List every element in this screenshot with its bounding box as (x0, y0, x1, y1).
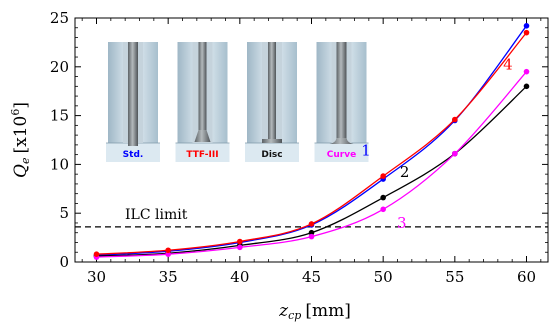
inset-panel-label: Std. (123, 150, 144, 160)
antenna-rod (336, 42, 347, 138)
inset-panel-taper: TTF-III (175, 42, 230, 162)
port-base (175, 143, 230, 162)
series-layer: 1 2 3 4 (93, 23, 530, 260)
antenna-curve-tip (329, 138, 354, 144)
inset-panel-curve: Curve (314, 42, 369, 162)
data-point (523, 68, 530, 75)
antenna-disc-tip (262, 139, 282, 143)
data-point (380, 173, 386, 179)
series-4: 4 (93, 29, 530, 257)
series-label: 3 (397, 214, 407, 232)
data-point (237, 244, 243, 251)
data-point (237, 238, 243, 245)
y-tick-label: 25 (50, 9, 69, 27)
axis-ticks (75, 17, 548, 263)
y-axis-unit-exponent: 6 (9, 109, 22, 116)
data-point (165, 251, 171, 257)
data-point (93, 251, 100, 257)
y-axis-title: Qe [x106] (9, 102, 32, 178)
series-label: 4 (503, 56, 513, 74)
x-tick-label: 35 (159, 268, 178, 286)
antenna-taper-tip (194, 130, 211, 142)
data-point (452, 150, 458, 157)
data-point (308, 229, 315, 236)
data-point (380, 194, 386, 201)
x-tick-label: 40 (230, 268, 249, 286)
x-axis-title: zcp [mm] (278, 301, 351, 322)
inset-panel-straight: Std. (106, 42, 160, 162)
data-point (308, 221, 315, 227)
tick-labels: 30 35 40 45 50 55 60 0 5 10 15 20 25 (50, 9, 536, 286)
x-tick-label: 55 (445, 268, 464, 286)
inset-panel-label: Curve (327, 150, 356, 160)
x-tick-label: 60 (517, 268, 536, 286)
y-axis-symbol: Q (11, 164, 31, 178)
y-axis-unit-prefix: [x10 (11, 116, 31, 154)
antenna-rod (128, 42, 138, 146)
x-axis-unit: [mm] (305, 301, 351, 321)
series-label: 1 (361, 142, 371, 160)
x-axis-subscript: cp (288, 309, 301, 322)
x-tick-label: 50 (374, 268, 393, 286)
y-tick-label: 5 (59, 204, 69, 222)
data-point (452, 116, 458, 123)
data-point (165, 247, 171, 254)
data-point (308, 233, 315, 240)
x-axis-symbol: z (278, 301, 289, 321)
y-tick-label: 10 (50, 155, 69, 173)
data-point (523, 23, 530, 29)
y-axis-subscript: e (19, 157, 32, 164)
y-tick-label: 0 (59, 253, 69, 271)
port-base (106, 143, 160, 162)
y-tick-label: 20 (50, 58, 69, 76)
inset-panel-label: Disc (261, 150, 282, 160)
port-base (245, 143, 299, 162)
antenna-rod (198, 42, 207, 130)
data-point (380, 206, 386, 213)
ilc-limit-label: ILC limit (125, 207, 188, 223)
data-point (523, 29, 530, 36)
series-3: 3 (93, 68, 530, 260)
coupler-geometry-inset: Std. TTF-III Disc Curve (106, 42, 369, 162)
y-tick-label: 15 (50, 107, 69, 125)
inset-panel-disc: Disc (245, 42, 299, 162)
antenna-rod (268, 42, 276, 140)
inset-panel-label: TTF-III (186, 150, 218, 160)
series-label: 2 (400, 163, 410, 181)
x-tick-label: 30 (87, 268, 106, 286)
x-tick-label: 45 (302, 268, 321, 286)
y-axis-title-group: Qe [x106] (9, 102, 32, 178)
port-base (314, 143, 369, 162)
y-axis-unit-suffix: ] (11, 102, 31, 109)
series-line (96, 71, 527, 258)
data-point (523, 83, 530, 90)
